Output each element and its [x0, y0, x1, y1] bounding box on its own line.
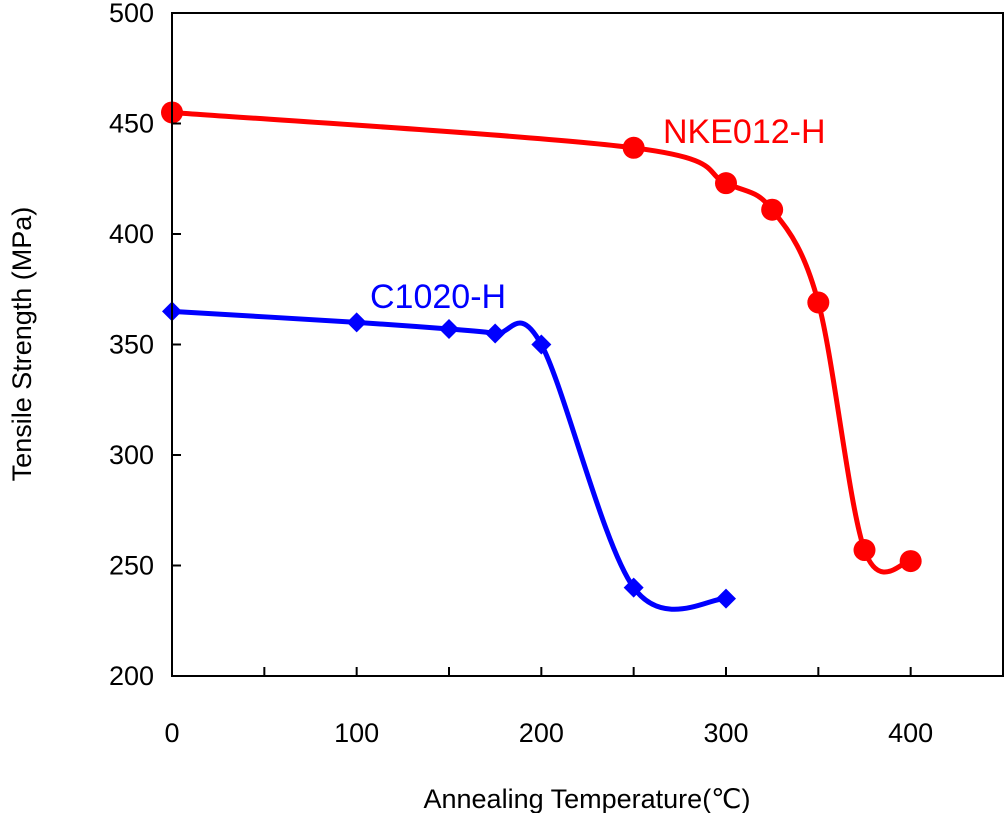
x-axis-title: Annealing Temperature(℃)	[424, 784, 751, 813]
data-point-circle	[622, 136, 645, 159]
plot-area-frame	[171, 12, 1004, 677]
x-tick-label: 400	[888, 718, 933, 748]
data-point-circle	[715, 172, 737, 195]
y-tick-label: 200	[109, 661, 154, 691]
y-tick-label: 300	[109, 440, 154, 470]
y-tick-label: 500	[109, 0, 154, 28]
data-point-circle	[761, 198, 784, 221]
data-point-circle	[807, 291, 830, 314]
data-point-circle	[853, 539, 876, 562]
series-line-c1020-h	[169, 308, 729, 612]
series-labels: NKE012-H C1020-H	[370, 113, 826, 316]
x-tick-label: 100	[334, 718, 379, 748]
data-point-diamond	[439, 319, 459, 340]
x-tick-label: 200	[519, 718, 564, 748]
data-point-diamond	[716, 588, 736, 609]
data-point-diamond	[623, 577, 644, 598]
series-markers	[161, 101, 922, 609]
y-tick-label: 400	[109, 219, 154, 249]
y-tick-label: 250	[109, 551, 154, 581]
x-tick-label: 300	[703, 718, 748, 748]
series-curves	[169, 109, 914, 612]
data-point-diamond	[485, 323, 506, 344]
series-label-nke012-h: NKE012-H	[663, 113, 826, 151]
x-tick-label: 0	[164, 718, 179, 748]
data-point-diamond	[346, 312, 367, 333]
series-line-nke012-h	[169, 109, 914, 575]
y-tick-label: 450	[109, 109, 154, 139]
data-point-diamond	[531, 334, 552, 355]
tick-labels: 200 250 300 350 400 450 500 0 100 200 300 400	[109, 0, 933, 748]
y-axis-title: Tensile Strength (MPa)	[7, 207, 37, 482]
series-label-c1020-h: C1020-H	[370, 278, 506, 316]
y-tick-label: 350	[109, 330, 154, 360]
data-point-circle	[899, 550, 922, 573]
axis-ticks	[171, 12, 1004, 677]
